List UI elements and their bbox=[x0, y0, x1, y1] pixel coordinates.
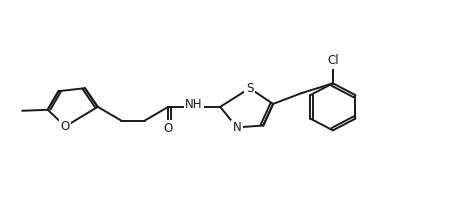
Text: O: O bbox=[163, 122, 173, 135]
Text: N: N bbox=[232, 121, 241, 134]
Text: S: S bbox=[246, 82, 253, 95]
Text: O: O bbox=[61, 120, 70, 133]
Text: NH: NH bbox=[185, 98, 202, 111]
Text: Cl: Cl bbox=[327, 54, 339, 67]
